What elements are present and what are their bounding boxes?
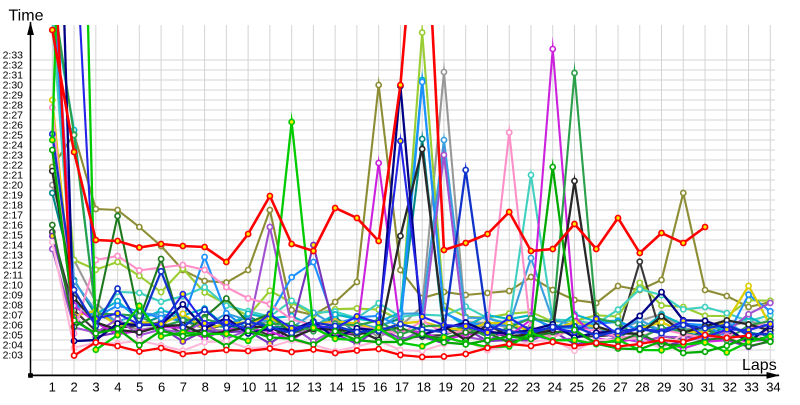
svg-text:15: 15: [351, 380, 365, 395]
svg-text:14: 14: [329, 380, 343, 395]
svg-text:22: 22: [504, 380, 518, 395]
svg-text:1: 1: [49, 380, 56, 395]
svg-text:2:27: 2:27: [3, 109, 24, 121]
svg-text:13: 13: [307, 380, 321, 395]
svg-text:2:31: 2:31: [3, 69, 24, 81]
svg-text:9: 9: [224, 380, 231, 395]
svg-text:3: 3: [92, 380, 99, 395]
svg-text:30: 30: [679, 380, 693, 395]
svg-text:Laps: Laps: [742, 357, 777, 374]
svg-text:2:29: 2:29: [3, 89, 24, 101]
svg-text:2:33: 2:33: [3, 49, 24, 61]
svg-text:26: 26: [591, 380, 605, 395]
svg-text:2:14: 2:14: [3, 239, 24, 251]
svg-text:2:17: 2:17: [3, 209, 24, 221]
svg-text:32: 32: [723, 380, 737, 395]
svg-text:24: 24: [548, 380, 562, 395]
svg-text:12: 12: [285, 380, 299, 395]
svg-text:2:30: 2:30: [3, 79, 24, 91]
svg-text:2: 2: [71, 380, 78, 395]
svg-text:2:04: 2:04: [3, 339, 24, 351]
svg-text:2:05: 2:05: [3, 329, 24, 341]
svg-text:2:21: 2:21: [3, 169, 24, 181]
svg-text:8: 8: [202, 380, 209, 395]
svg-text:31: 31: [701, 380, 715, 395]
svg-text:2:13: 2:13: [3, 249, 24, 261]
svg-text:2:32: 2:32: [3, 59, 24, 71]
svg-text:2:12: 2:12: [3, 259, 24, 271]
svg-text:2:22: 2:22: [3, 159, 24, 171]
svg-text:19: 19: [438, 380, 452, 395]
svg-text:27: 27: [613, 380, 627, 395]
svg-text:17: 17: [395, 380, 409, 395]
svg-text:2:11: 2:11: [3, 269, 23, 281]
svg-text:28: 28: [635, 380, 649, 395]
svg-text:2:07: 2:07: [3, 309, 24, 321]
svg-text:2:10: 2:10: [3, 279, 24, 291]
svg-text:2:19: 2:19: [3, 189, 24, 201]
svg-text:2:20: 2:20: [3, 179, 24, 191]
svg-text:2:15: 2:15: [3, 229, 24, 241]
svg-text:5: 5: [136, 380, 143, 395]
svg-text:2:25: 2:25: [3, 129, 24, 141]
svg-text:29: 29: [657, 380, 671, 395]
svg-text:2:24: 2:24: [3, 139, 24, 151]
svg-text:6: 6: [158, 380, 165, 395]
svg-text:25: 25: [570, 380, 584, 395]
svg-text:2:23: 2:23: [3, 149, 24, 161]
svg-text:7: 7: [180, 380, 187, 395]
svg-text:4: 4: [114, 380, 121, 395]
svg-text:20: 20: [460, 380, 474, 395]
svg-text:18: 18: [417, 380, 431, 395]
svg-text:11: 11: [264, 380, 278, 395]
svg-text:10: 10: [242, 380, 256, 395]
svg-text:2:08: 2:08: [3, 299, 24, 311]
svg-text:2:26: 2:26: [3, 119, 24, 131]
svg-text:2:18: 2:18: [3, 199, 24, 211]
svg-text:34: 34: [766, 380, 780, 395]
svg-text:16: 16: [373, 380, 387, 395]
svg-text:21: 21: [482, 380, 496, 395]
svg-text:2:28: 2:28: [3, 99, 24, 111]
svg-text:33: 33: [744, 380, 758, 395]
svg-text:2:09: 2:09: [3, 289, 24, 301]
svg-text:2:06: 2:06: [3, 319, 24, 331]
svg-text:2:03: 2:03: [3, 349, 24, 361]
svg-text:23: 23: [526, 380, 540, 395]
svg-text:2:16: 2:16: [3, 219, 24, 231]
svg-text:Time: Time: [9, 8, 44, 25]
